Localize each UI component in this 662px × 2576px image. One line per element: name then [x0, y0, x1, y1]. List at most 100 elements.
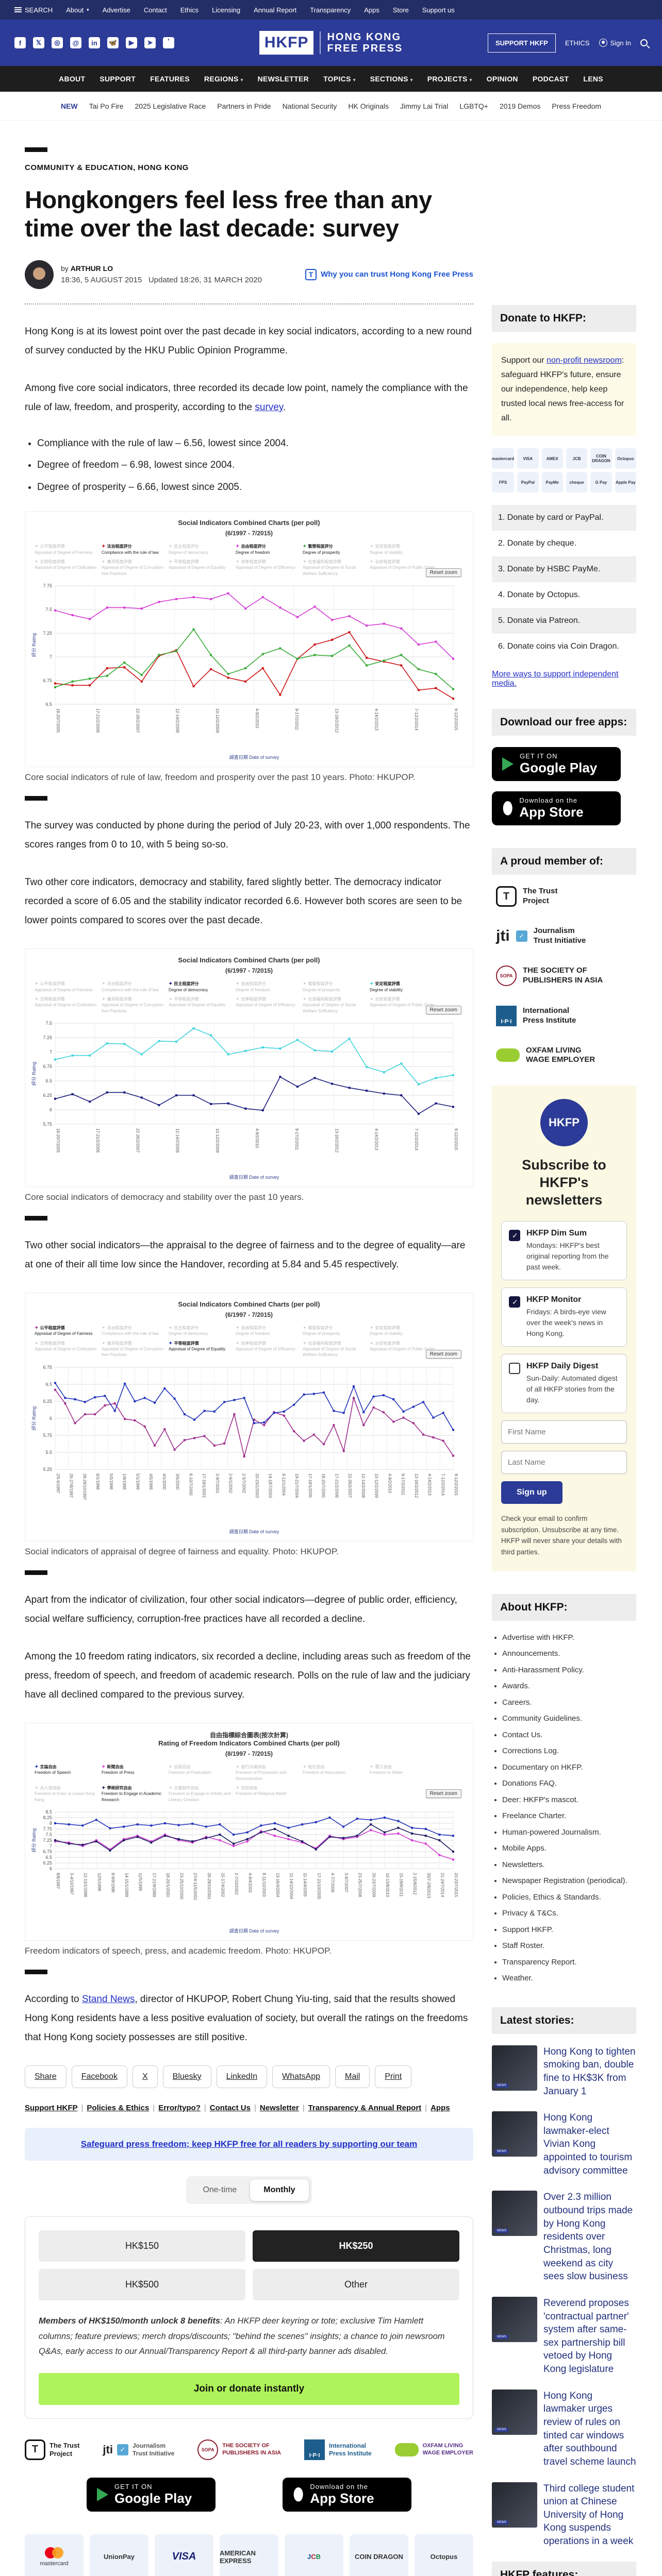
oxfam-badge[interactable]: OXFAM LIVING WAGE EMPLOYER [394, 2443, 473, 2457]
jti-logo[interactable]: jti ✓ Journalism Trust Initiative [496, 926, 586, 945]
legend-item[interactable]: ✦ 民主程度評分 Degree of democracy [169, 980, 208, 992]
trust-project-badge[interactable]: T The Trust Project [25, 2439, 80, 2460]
more-ways-link[interactable]: More ways to support independent media. [492, 670, 619, 688]
latest-story[interactable]: Third college student union at Chinese U… [492, 2482, 636, 2548]
about-link[interactable]: Awards. [502, 1681, 636, 1692]
footer-link-0[interactable]: Support HKFP [25, 2103, 78, 2112]
last-name-input[interactable] [501, 1451, 627, 1475]
sopa-logo[interactable]: SOPA THE SOCIETY OF PUBLISHERS IN ASIA [496, 965, 636, 986]
supporting-team-link[interactable]: supporting our team [332, 2139, 418, 2149]
footer-link-5[interactable]: Transparency & Annual Report [308, 2103, 422, 2112]
about-link[interactable]: Announcements. [502, 1648, 636, 1660]
legend-item[interactable]: ✦ 文明程度評價 Appraisal of Degree of Civilizati… [35, 1340, 97, 1352]
search-icon[interactable] [640, 39, 648, 46]
sopa-badge[interactable]: SOPA THE SOCIETY OF PUBLISHERS IN ASIA [197, 2439, 281, 2460]
amount-option-Other[interactable]: Other [253, 2268, 459, 2300]
about-link[interactable]: Corrections Log. [502, 1745, 636, 1757]
one-time-tab[interactable]: One-time [203, 2185, 237, 2194]
legend-item[interactable]: ✦ 社會福利程度評價 Appraisal of Degree of Social W… [303, 996, 356, 1013]
legend-item[interactable]: ✦ 公平程度評價 Appraisal of Degree of Fairness [35, 1325, 93, 1336]
legend-item[interactable]: ✦ 廉潔程度評價 Appraisal of Degree of Corruption… [102, 1340, 164, 1358]
ticker-item[interactable]: Press Freedom [552, 101, 602, 110]
monthly-tab[interactable]: Monthly [250, 2179, 309, 2201]
legend-item[interactable]: ✦ 出入境自由 Freedom to Enter or Leave Hong Kon… [35, 1785, 95, 1802]
oxfam-logo[interactable]: OXFAM LIVING WAGE EMPLOYER [496, 1046, 636, 1065]
about-link[interactable]: Careers. [502, 1697, 636, 1709]
utilbar-link-support-us[interactable]: Support us [422, 6, 455, 14]
app-store-badge-sidebar[interactable]: ⬮ Download on the App Store [492, 791, 621, 825]
footer-link-4[interactable]: Newsletter [259, 2103, 299, 2112]
ticker-item[interactable]: 2025 Legislative Race [135, 101, 206, 110]
footer-link-1[interactable]: Policies & Ethics [87, 2103, 150, 2112]
nav-item-sections[interactable]: SECTIONS ▾ [370, 75, 413, 83]
nav-item-opinion[interactable]: OPINION [486, 75, 518, 83]
rss-icon[interactable]: 𝄒 [163, 37, 174, 48]
legend-item[interactable]: ✦ 效率程度評價 Appraisal of Degree of Efficiency [236, 1340, 295, 1352]
legend-item[interactable]: ✦ 自由程度評分 Degree of freedom [236, 1325, 270, 1336]
google-play-badge[interactable]: GET IT ON Google Play [87, 2477, 216, 2512]
share-linkedin-button[interactable]: LinkedIn [216, 2065, 268, 2088]
join-donate-button[interactable]: Join or donate instantly [39, 2372, 459, 2405]
utilbar-link-store[interactable]: Store [392, 6, 409, 14]
share-x-button[interactable]: X [132, 2065, 158, 2088]
legend-item[interactable]: ✦ 文明程度評價 Appraisal of Degree of Civilizati… [35, 996, 97, 1008]
legend-item[interactable]: ✦ 安定程度評價 Degree of stability [370, 980, 403, 992]
legend-item[interactable]: ✦ 出版自由 Freedom of Publication [169, 1764, 211, 1775]
legend-item[interactable]: ✦ 社會福利程度評價 Appraisal of Degree of Social W… [303, 1340, 356, 1358]
ipi-badge[interactable]: I·P·I International Press Institute [304, 2439, 372, 2460]
threads-icon[interactable]: @ [70, 37, 81, 48]
nav-item-podcast[interactable]: PODCAST [532, 75, 569, 83]
utilbar-link-licensing[interactable]: Licensing [212, 6, 241, 14]
google-play-badge-sidebar[interactable]: GET IT ON Google Play [492, 747, 621, 781]
nav-item-about[interactable]: ABOUT [59, 75, 86, 83]
utilbar-link-ethics[interactable]: Ethics [180, 6, 199, 14]
ticker-item[interactable]: Partners in Pride [217, 101, 271, 110]
utilbar-link-advertise[interactable]: Advertise [102, 6, 130, 14]
about-link[interactable]: Mobile Apps. [502, 1843, 636, 1855]
legend-item[interactable]: ✦ 安定程度評價 Degree of stability [370, 543, 403, 555]
legend-item[interactable]: ✦ 廉潔程度評價 Appraisal of Degree of Corruption… [102, 996, 164, 1013]
utilbar-link-apps[interactable]: Apps [364, 6, 379, 14]
jti-badge[interactable]: jti ✓ Journalism Trust Initiative [103, 2442, 175, 2457]
donate-option[interactable]: 6. Donate coins via Coin Dragon. [498, 642, 619, 651]
search-menu-button[interactable]: SEARCH [14, 6, 53, 14]
about-link[interactable]: Staff Roster. [502, 1940, 636, 1952]
about-link[interactable]: Freelance Charter. [502, 1810, 636, 1822]
donate-option[interactable]: 5. Donate via Patreon. [492, 608, 636, 634]
legend-item[interactable]: ✦ 繁榮程度評分 Degree of prosperity [303, 980, 340, 992]
reset-zoom-button[interactable]: Reset zoom [425, 568, 461, 577]
ticker-item[interactable]: 2019 Demos [499, 101, 541, 110]
nav-item-projects[interactable]: PROJECTS ▾ [427, 75, 472, 83]
legend-item[interactable]: ✦ 民主程度評分 Degree of democracy [169, 543, 208, 555]
legend-item[interactable]: ✦ 民主程度評分 Degree of democracy [169, 1325, 208, 1336]
legend-item[interactable]: ✦ 平等程度評價 Appraisal of Degree of Equality [169, 558, 226, 570]
newsletter-signup-button[interactable]: Sign up [501, 1481, 562, 1504]
donate-option[interactable]: 3. Donate by HSBC PayMe. [492, 556, 636, 582]
about-link[interactable]: Transparency Report. [502, 1957, 636, 1969]
signin-link[interactable]: Sign In [599, 39, 631, 47]
legend-item[interactable]: ✦ 信仰自由 Freedom of Religious Belief [236, 1785, 287, 1797]
facebook-icon[interactable]: f [14, 37, 26, 48]
legend-item[interactable]: ✦ 公平程度評價 Appraisal of Degree of Fairness [35, 543, 93, 555]
linkedin-icon[interactable]: in [89, 37, 100, 48]
latest-story[interactable]: Reverend proposes 'contractual partner' … [492, 2296, 636, 2376]
legend-item[interactable]: ✦ 自由程度評分 Degree of freedom [236, 980, 270, 992]
nonprofit-newsroom-link[interactable]: non-profit newsroom [547, 356, 622, 365]
newsletter-checkbox[interactable] [509, 1230, 520, 1242]
hkfp-logo[interactable]: HKFP HONG KONG FREE PRESS [210, 31, 452, 55]
utilbar-link-contact[interactable]: Contact [143, 6, 167, 14]
about-link[interactable]: Human-powered Journalism. [502, 1827, 636, 1839]
support-hkfp-button[interactable]: SUPPORT HKFP [488, 33, 556, 53]
latest-story[interactable]: Hong Kong lawmaker urges review of rules… [492, 2389, 636, 2469]
legend-item[interactable]: ✦ 社會福利程度評價 Appraisal of Degree of Social W… [303, 558, 356, 576]
about-link[interactable]: Support HKFP. [502, 1924, 636, 1936]
legend-item[interactable]: ✦ 結社自由 Freedom of Association [303, 1764, 346, 1775]
about-link[interactable]: Policies, Ethics & Standards. [502, 1892, 636, 1904]
survey-link[interactable]: survey [255, 402, 283, 413]
legend-item[interactable]: ✦ 遊行示威自由 Freedom of Procession and Demonst… [236, 1764, 287, 1781]
share-mail-button[interactable]: Mail [335, 2065, 370, 2088]
instagram-icon[interactable]: ◎ [52, 37, 63, 48]
about-link[interactable]: Community Guidelines. [502, 1713, 636, 1725]
legend-item[interactable]: ✦ 罷工自由 Freedom to Strike [370, 1764, 403, 1775]
